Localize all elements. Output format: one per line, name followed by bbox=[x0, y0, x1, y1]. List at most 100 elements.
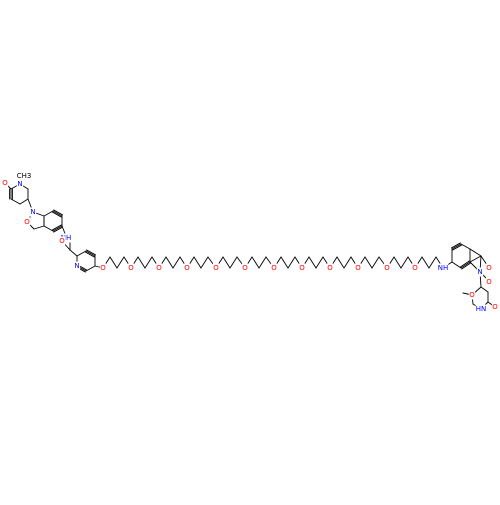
oxazole-nitrogen-label: N bbox=[30, 208, 35, 216]
atom-label-background bbox=[485, 263, 493, 273]
imide-oxygen-label: O bbox=[486, 278, 492, 286]
peg-chain-bond bbox=[116, 256, 125, 269]
peg-oxygen-label: O bbox=[412, 264, 418, 272]
atom-label-background bbox=[241, 263, 249, 273]
peg-chain-bond bbox=[421, 256, 430, 269]
atom-label-background bbox=[29, 207, 37, 217]
peg-chain-bond bbox=[343, 256, 352, 269]
pyridine-ring-bond bbox=[76, 250, 87, 257]
phthalimide-benzo-bond bbox=[460, 243, 471, 250]
peg-chain-bond bbox=[258, 256, 267, 269]
peg-chain-bond bbox=[364, 256, 373, 269]
peg-chain-bond bbox=[428, 256, 437, 269]
peg-chain-bond bbox=[280, 256, 289, 269]
atom-label-background bbox=[298, 263, 306, 273]
atom-label-background bbox=[270, 263, 278, 273]
imide-nitrogen-label: N bbox=[477, 268, 482, 276]
peg-chain-bond bbox=[200, 256, 209, 269]
glutarimide-oxygen-label: O bbox=[469, 291, 475, 299]
peg-chain-bond bbox=[308, 256, 317, 269]
peg-oxygen-label: O bbox=[355, 264, 361, 272]
peg-chain-bond bbox=[172, 256, 181, 269]
imide-ring-bond bbox=[469, 248, 482, 257]
benzo-double-bond bbox=[53, 226, 64, 233]
amide-oxygen-label: O bbox=[59, 237, 65, 245]
benzo-ring-bond bbox=[52, 225, 63, 232]
atom-label-background bbox=[183, 263, 191, 273]
peg-oxygen-label: O bbox=[384, 264, 390, 272]
peg-oxygen-label: O bbox=[156, 264, 162, 272]
glutarimide-oxygen-label: O bbox=[492, 303, 498, 311]
peg-chain-bond bbox=[371, 256, 380, 269]
atom-label-background bbox=[60, 233, 72, 243]
atom-label-background bbox=[485, 277, 493, 287]
atom-label-background bbox=[127, 263, 135, 273]
peg-oxygen-label: O bbox=[100, 264, 106, 272]
benzo-double-bond bbox=[53, 209, 64, 216]
atom-label-background bbox=[437, 263, 449, 273]
pyridine-nitrogen-label: N bbox=[74, 262, 79, 270]
phthalimide-benzo-double-bond bbox=[461, 262, 472, 270]
peg-chain-bond bbox=[144, 256, 153, 269]
peg-chain-bond bbox=[222, 256, 231, 269]
peg-oxygen-label: O bbox=[184, 264, 190, 272]
oxazole-oxygen-label: O bbox=[24, 218, 30, 226]
phthalimide-benzo-double-bond bbox=[452, 244, 463, 251]
pyridine-ring-bond bbox=[85, 250, 96, 257]
benzo-double-bond bbox=[51, 224, 62, 231]
peg-chain-bond bbox=[137, 256, 146, 269]
atom-label-background bbox=[383, 263, 391, 273]
glutarimide-nh-label: HN bbox=[476, 305, 487, 313]
amide-pyridine-bond bbox=[69, 249, 78, 257]
benzo-double-bond bbox=[51, 211, 62, 218]
phthalimide-benzo-bond bbox=[460, 261, 471, 269]
peg-oxygen-label: O bbox=[299, 264, 305, 272]
atom-label-background bbox=[16, 171, 32, 181]
peg-oxygen-label: O bbox=[213, 264, 219, 272]
peg-oxygen-label: O bbox=[271, 264, 277, 272]
amide-nh-label: NH bbox=[61, 234, 72, 242]
atom-label-background bbox=[58, 236, 66, 246]
peg-chain-bond bbox=[229, 256, 238, 269]
pyridine-double-bond bbox=[86, 249, 97, 256]
benzo-ring-bond bbox=[52, 210, 63, 217]
peg-chain-bond bbox=[109, 256, 118, 269]
peg-chain-bond bbox=[393, 256, 402, 269]
atom-label-background bbox=[476, 267, 484, 277]
pyridone-ring-bond bbox=[10, 198, 21, 205]
peg-chain-bond bbox=[315, 256, 324, 269]
pyridone-nitrogen-label: N bbox=[17, 180, 22, 188]
carbonyl-oxygen-label: O bbox=[2, 179, 8, 187]
peg-oxygen-label: O bbox=[242, 264, 248, 272]
imide-ring-bond bbox=[469, 255, 482, 263]
peg-chain-bond bbox=[251, 256, 260, 269]
phthalimide-benzo-double-bond bbox=[459, 260, 470, 268]
atom-label-background bbox=[475, 304, 487, 314]
peg-chain-bond bbox=[287, 256, 296, 269]
peg-chain-bond bbox=[165, 256, 174, 269]
peg-oxygen-label: O bbox=[327, 264, 333, 272]
peg-chain-bond bbox=[193, 256, 202, 269]
benzo-ring-bond bbox=[43, 225, 54, 232]
peg-chain-bond bbox=[400, 256, 409, 269]
pyridone-ring-bond bbox=[19, 198, 29, 205]
phthalimide-benzo-double-bond bbox=[450, 242, 461, 249]
methyl-label: CH3 bbox=[17, 172, 32, 180]
atom-label-background bbox=[73, 261, 81, 271]
peg-oxygen-label: O bbox=[128, 264, 134, 272]
atom-label-background bbox=[411, 263, 419, 273]
benzo-ring-bond bbox=[43, 210, 54, 217]
bond-layer bbox=[5, 176, 496, 310]
peg-chain-bond bbox=[336, 256, 345, 269]
atom-label-background bbox=[99, 263, 107, 273]
atom-label-background bbox=[16, 179, 24, 189]
atom-label-background bbox=[23, 217, 31, 227]
pyridine-ring-bond bbox=[85, 265, 96, 272]
atom-label-background bbox=[212, 263, 220, 273]
aniline-nh-label: NH bbox=[438, 264, 449, 272]
pyridine-double-bond bbox=[84, 251, 95, 258]
atom-label-background bbox=[1, 178, 9, 188]
